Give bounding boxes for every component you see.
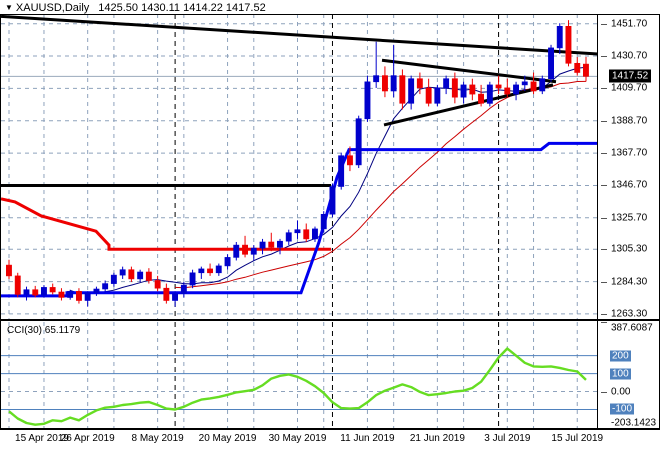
price-axis-label: 1451.70 <box>611 18 648 30</box>
date-axis-label: 3 Jul 2019 <box>484 433 531 444</box>
price-tick-mark <box>601 120 607 122</box>
chart-border <box>597 14 598 429</box>
price-pane[interactable] <box>1 14 598 319</box>
price-tick-mark <box>601 185 607 187</box>
cci-axis-label: -203.1423 <box>611 417 657 429</box>
price-chart-svg <box>1 14 598 319</box>
cci-axis[interactable]: 387.6087 200 100 0.00 -100 -203.1423 <box>598 322 660 429</box>
chart-border <box>0 428 660 430</box>
price-axis-label: 1430.70 <box>611 50 648 62</box>
chart-border <box>0 14 1 429</box>
cci-axis-label: -100 <box>610 403 635 415</box>
price-axis-label: 1325.70 <box>611 212 648 224</box>
price-axis-label: 1346.70 <box>611 179 648 191</box>
cci-axis-label: 200 <box>610 350 631 362</box>
cci-tick-mark <box>601 322 607 323</box>
price-axis-label: 1367.70 <box>611 147 648 159</box>
symbol-label: XAUUSD,Daily <box>15 1 90 14</box>
price-tick-mark <box>601 56 607 58</box>
price-axis-label: 1263.30 <box>611 308 648 320</box>
cci-axis-label: 0.00 <box>611 386 631 398</box>
price-axis[interactable]: 1451.70 1430.70 1409.70 1388.70 1367.70 1346.… <box>598 14 660 319</box>
date-axis-label: 8 May 2019 <box>131 433 184 444</box>
date-axis-label: 11 Jun 2019 <box>340 433 395 444</box>
cci-axis-label: 387.6087 <box>611 322 653 334</box>
cci-chart-svg <box>1 322 598 428</box>
price-axis-label: 1409.70 <box>611 82 648 94</box>
price-tick-mark <box>601 23 607 25</box>
price-axis-label: 1284.30 <box>611 276 648 288</box>
ohlc-values: 1425.50 1430.11 1414.22 1417.52 <box>98 1 266 14</box>
triangle-down-icon[interactable]: ▼ <box>5 2 13 12</box>
date-axis: 15 Apr 2019 26 Apr 2019 8 May 2019 20 May 2… <box>0 430 660 450</box>
date-axis-label: 26 Apr 2019 <box>60 433 115 444</box>
price-tick-mark <box>601 88 607 90</box>
date-axis-label: 30 May 2019 <box>268 433 327 444</box>
price-tick-mark <box>601 281 607 283</box>
price-axis-label: 1388.70 <box>611 115 648 127</box>
cci-pane[interactable] <box>1 322 598 428</box>
cci-axis-label: 100 <box>610 368 631 380</box>
chart-header: ▼ XAUUSD,Daily 1425.50 1430.11 1414.22 1… <box>0 0 660 15</box>
price-tick-mark <box>601 153 607 155</box>
chart-border <box>0 319 660 321</box>
price-tick-mark <box>601 249 607 251</box>
price-tick-mark <box>601 313 607 315</box>
cci-legend-label: CCI(30) 65.1179 <box>7 325 81 336</box>
price-axis-label: 1305.30 <box>611 243 648 255</box>
chart-border <box>0 14 660 15</box>
cci-tick-mark <box>601 391 607 393</box>
date-axis-label: 15 Jul 2019 <box>551 433 604 444</box>
current-price-badge: 1417.52 <box>609 69 652 83</box>
date-axis-label: 15 Apr 2019 <box>15 433 69 444</box>
date-axis-label: 20 May 2019 <box>198 433 257 444</box>
date-axis-label: 21 Jun 2019 <box>409 433 465 444</box>
price-tick-mark <box>601 217 607 219</box>
